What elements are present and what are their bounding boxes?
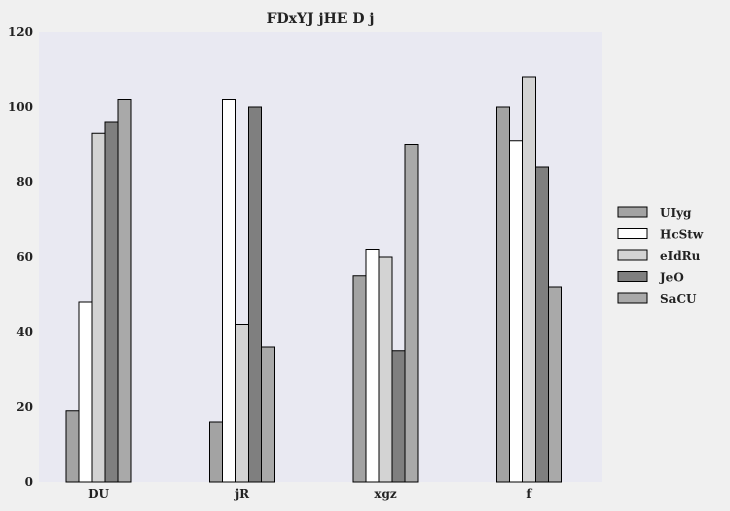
x-tick-label: xgz — [374, 487, 397, 501]
bar-JeO-xgz — [391, 350, 406, 483]
bar-eIdRu-xgz — [378, 256, 393, 483]
bar-HcStw-f — [509, 140, 523, 483]
legend-item: HcStw — [617, 228, 704, 242]
legend-label: eIdRu — [660, 249, 701, 263]
y-axis: 0 20 40 60 80 100 120 — [8, 25, 33, 489]
y-tick-label: 0 — [25, 475, 33, 489]
bar-UIyg-DU — [65, 410, 80, 483]
y-tick-label: 100 — [8, 100, 33, 114]
x-tick-label: f — [526, 487, 532, 501]
bar-SaCU-DU — [117, 99, 132, 483]
legend-swatch — [617, 206, 648, 218]
y-tick-label: 40 — [16, 325, 33, 339]
bar-JeO-f — [535, 166, 549, 483]
legend-label: SaCU — [660, 292, 697, 306]
bars-group — [65, 76, 562, 483]
bar-HcStw-DU — [78, 301, 93, 483]
y-tick-label: 20 — [16, 400, 33, 414]
legend-label: HcStw — [660, 228, 704, 242]
legend-label: JeO — [659, 271, 684, 285]
bar-SaCU-jR — [261, 346, 275, 483]
legend-swatch — [617, 228, 648, 239]
y-tick-label: 80 — [16, 175, 33, 189]
legend-swatch — [617, 292, 648, 304]
x-axis: DU jR xgz f — [88, 487, 532, 501]
chart-title: FDxYJ jHE D j — [267, 11, 375, 27]
bar-UIyg-jR — [209, 421, 223, 483]
bar-UIyg-f — [496, 106, 510, 483]
legend-swatch — [617, 271, 648, 282]
legend-item: UIyg — [617, 206, 692, 220]
bar-JeO-jR — [248, 106, 262, 483]
x-tick-label: jR — [234, 487, 250, 501]
legend-label: UIyg — [660, 206, 692, 220]
bar-JeO-DU — [104, 121, 119, 483]
x-tick-label: DU — [88, 487, 109, 501]
bar-UIyg-xgz — [352, 275, 367, 483]
y-tick-label: 60 — [16, 250, 33, 264]
bar-SaCU-f — [548, 286, 562, 483]
bar-eIdRu-jR — [235, 324, 249, 483]
legend-item: SaCU — [617, 292, 697, 306]
bar-eIdRu-DU — [91, 132, 106, 483]
legend: UIyg HcStw eIdRu JeO SaCU — [617, 206, 704, 306]
bar-SaCU-xgz — [404, 144, 419, 483]
bar-eIdRu-f — [522, 76, 536, 483]
bar-HcStw-xgz — [365, 249, 380, 483]
legend-item: eIdRu — [617, 249, 701, 263]
y-tick-label: 120 — [8, 25, 33, 39]
bar-HcStw-jR — [222, 99, 236, 483]
legend-item: JeO — [617, 271, 684, 285]
legend-swatch — [617, 249, 648, 261]
